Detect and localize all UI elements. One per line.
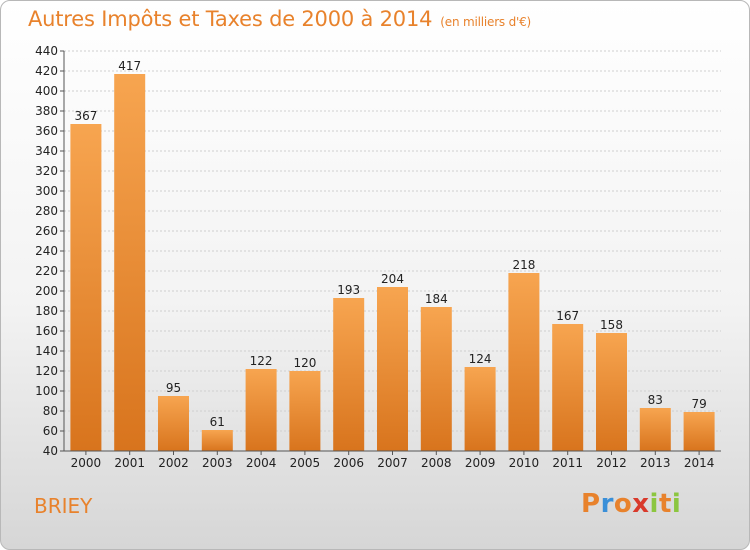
bar — [114, 74, 146, 451]
y-tick-label: 180 — [35, 304, 58, 318]
bar — [377, 287, 408, 451]
x-tick-label: 2013 — [640, 456, 671, 470]
y-tick-label: 40 — [43, 444, 58, 458]
x-tick-label: 2012 — [596, 456, 627, 470]
chart-subtitle: (en milliers d'€) — [440, 15, 532, 29]
bar — [289, 371, 321, 451]
logo-letter: r — [600, 489, 614, 519]
logo-letter: P — [581, 489, 601, 519]
bar — [596, 333, 627, 451]
bar — [552, 324, 584, 451]
logo-letter: t — [658, 489, 672, 519]
bar — [201, 430, 233, 451]
bar-value-label: 95 — [166, 381, 181, 395]
bar — [70, 124, 102, 451]
y-tick-label: 400 — [35, 84, 58, 98]
axes — [63, 51, 721, 452]
x-tick-label: 2008 — [421, 456, 452, 470]
bar — [508, 273, 540, 451]
x-tick-label: 2003 — [202, 456, 233, 470]
bar-value-label: 83 — [648, 393, 663, 407]
y-tick-label: 320 — [35, 164, 58, 178]
x-tick-label: 2009 — [465, 456, 496, 470]
y-tick-label: 280 — [35, 204, 58, 218]
bar — [420, 307, 452, 451]
bar-value-label: 167 — [556, 309, 579, 323]
bar-value-label: 417 — [118, 59, 141, 73]
bar — [683, 412, 715, 451]
bar-value-label: 204 — [381, 272, 404, 286]
logo-letter: i — [671, 489, 682, 519]
chart-title: Autres Impôts et Taxes de 2000 à 2014 (en… — [28, 7, 532, 31]
y-tick-label: 120 — [35, 364, 58, 378]
x-tick-label: 2014 — [684, 456, 715, 470]
x-tick-label: 2005 — [290, 456, 321, 470]
y-tick-label: 60 — [43, 424, 58, 438]
y-tick-label: 100 — [35, 384, 58, 398]
y-tick-label: 240 — [35, 244, 58, 258]
bar — [639, 408, 671, 451]
bar-value-label: 79 — [691, 397, 706, 411]
x-tick-label: 2010 — [509, 456, 540, 470]
y-tick-label: 440 — [35, 44, 58, 58]
bar-value-label: 367 — [74, 109, 97, 123]
y-tick-label: 380 — [35, 104, 58, 118]
y-tick-label: 220 — [35, 264, 58, 278]
x-tick-label: 2011 — [552, 456, 583, 470]
x-tick-label: 2000 — [71, 456, 102, 470]
x-tick-label: 2007 — [377, 456, 408, 470]
y-tick-label: 160 — [35, 324, 58, 338]
x-tick-label: 2004 — [246, 456, 277, 470]
bar-value-label: 184 — [425, 292, 448, 306]
bar-value-label: 158 — [600, 318, 623, 332]
y-tick-label: 80 — [43, 404, 58, 418]
bar-value-label: 122 — [250, 354, 273, 368]
bar — [158, 396, 189, 451]
logo-letter: x — [632, 489, 650, 519]
y-tick-label: 200 — [35, 284, 58, 298]
bar-value-label: 61 — [210, 415, 225, 429]
bar — [245, 369, 277, 451]
y-tick-label: 140 — [35, 344, 58, 358]
proxiti-logo: Proxiti — [581, 489, 681, 519]
bar-value-label: 120 — [293, 356, 316, 370]
logo-letter: i — [649, 489, 659, 519]
y-tick-label: 340 — [35, 144, 58, 158]
y-tick-label: 300 — [35, 184, 58, 198]
x-tick-label: 2006 — [333, 456, 364, 470]
x-axis-ticks: 2000 2001 2002 2003 2004 2005 2006 2007 2008 2009… — [71, 451, 715, 470]
city-label: BRIEY — [34, 494, 93, 518]
y-tick-label: 420 — [35, 64, 58, 78]
bars: 367 417 95 61 122 120 193 204 184 124 218 167 158 83 7… — [70, 59, 715, 451]
logo-letter: o — [613, 489, 633, 519]
y-tick-label: 360 — [35, 124, 58, 138]
bar-value-label: 193 — [337, 283, 360, 297]
bar-value-label: 124 — [469, 352, 492, 366]
y-tick-label: 260 — [35, 224, 58, 238]
y-axis-ticks: 40 60 80 100 120 140 160 180 200 220 240 260 280 300 3… — [35, 44, 64, 458]
x-tick-label: 2002 — [158, 456, 189, 470]
bar-value-label: 218 — [512, 258, 535, 272]
bar — [464, 367, 496, 451]
x-tick-label: 2001 — [114, 456, 145, 470]
bar — [333, 298, 365, 451]
